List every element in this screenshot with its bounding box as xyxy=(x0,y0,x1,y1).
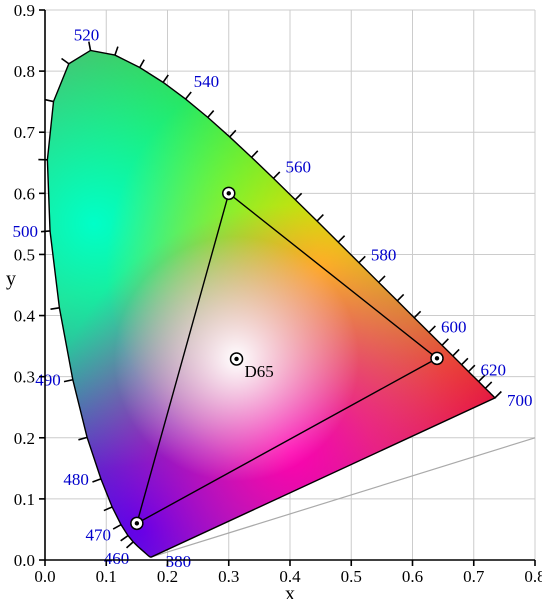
y-tick-label: 0.7 xyxy=(14,123,36,142)
gamut-vertex-2 xyxy=(131,517,143,529)
y-tick-label: 0.8 xyxy=(14,62,35,81)
x-tick-label: 0.5 xyxy=(341,567,362,586)
x-tick-label: 0.3 xyxy=(218,567,239,586)
y-tick-label: 0.0 xyxy=(14,551,35,570)
y-tick-label: 0.9 xyxy=(14,1,35,20)
y-tick-label: 0.4 xyxy=(14,307,36,326)
svg-text:600: 600 xyxy=(441,317,467,336)
y-tick-label: 0.3 xyxy=(14,368,35,387)
x-axis-label: x xyxy=(285,583,295,599)
x-tick-label: 0.6 xyxy=(402,567,423,586)
white-point-label: D65 xyxy=(245,362,274,381)
svg-text:560: 560 xyxy=(286,157,312,176)
svg-text:470: 470 xyxy=(86,526,112,545)
gamut-vertex-1 xyxy=(223,187,235,199)
x-tick-label: 0.1 xyxy=(96,567,117,586)
white-point xyxy=(231,353,243,365)
y-tick-label: 0.6 xyxy=(14,184,35,203)
svg-text:520: 520 xyxy=(74,25,100,44)
svg-text:500: 500 xyxy=(13,222,39,241)
y-tick-label: 0.5 xyxy=(14,245,35,264)
x-tick-label: 0.2 xyxy=(157,567,178,586)
svg-text:460: 460 xyxy=(104,549,130,568)
svg-text:700: 700 xyxy=(507,391,533,410)
chromaticity-diagram: { "chart": { "type": "chromaticity", "wi… xyxy=(0,0,542,599)
x-tick-label: 0.7 xyxy=(463,567,485,586)
y-axis-label: y xyxy=(6,268,16,290)
y-tick-label: 0.1 xyxy=(14,490,35,509)
svg-text:540: 540 xyxy=(194,72,220,91)
svg-text:490: 490 xyxy=(35,371,61,390)
chart-svg: D653804604704804905005205405605806006207… xyxy=(0,0,542,599)
svg-text:480: 480 xyxy=(63,470,89,489)
x-tick-label: 0.8 xyxy=(524,567,542,586)
x-tick-label: 0.0 xyxy=(34,567,55,586)
y-tick-label: 0.2 xyxy=(14,429,35,448)
svg-text:580: 580 xyxy=(371,246,397,265)
gamut-vertex-0 xyxy=(431,352,443,364)
svg-text:620: 620 xyxy=(481,361,507,380)
